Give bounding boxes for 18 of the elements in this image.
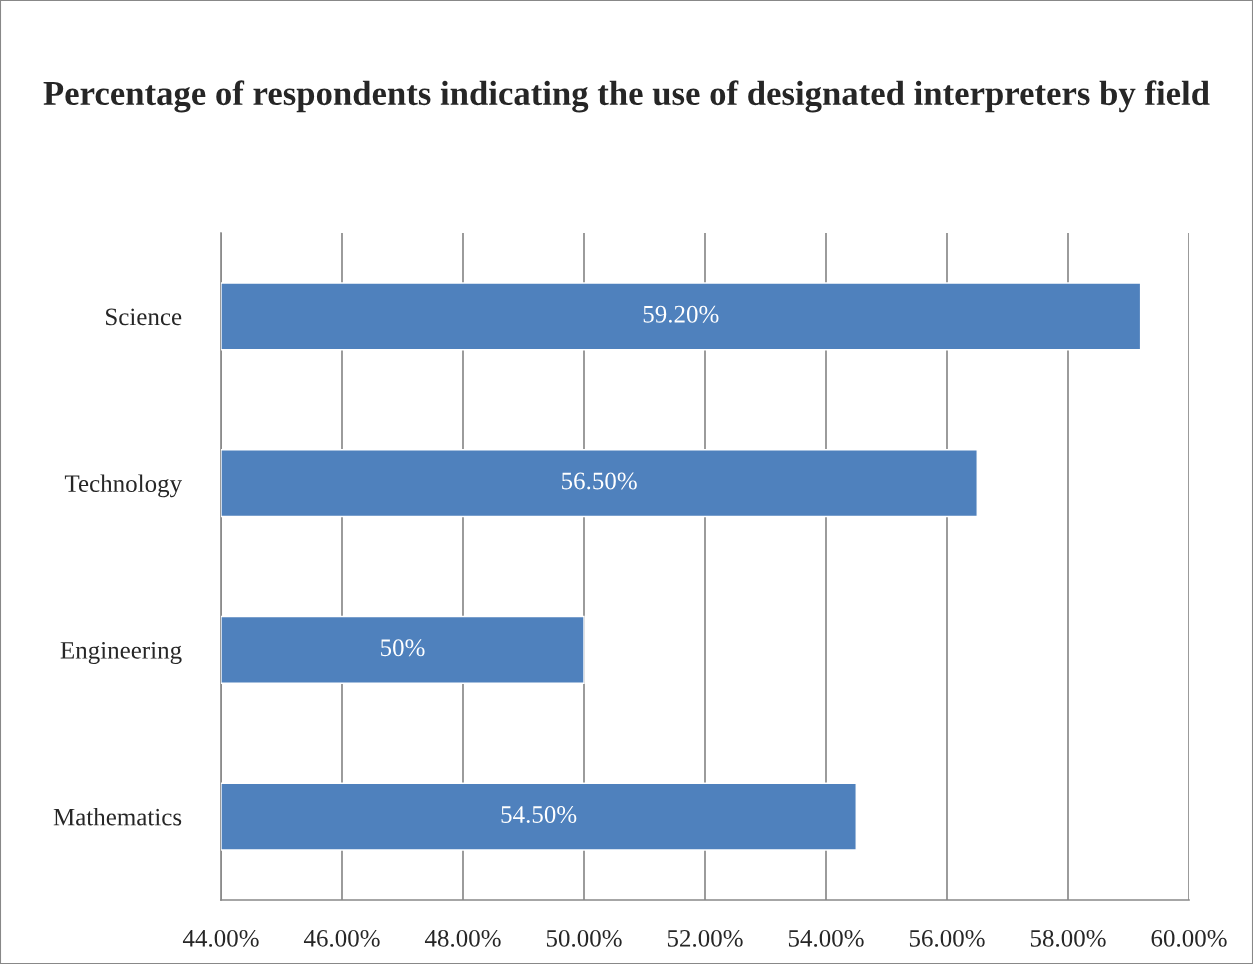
x-tick-label: 58.00% (1030, 929, 1106, 947)
y-tick-label: Science (106, 308, 182, 326)
x-tick-label: 46.00% (303, 929, 380, 947)
data-label: 56.50% (562, 472, 637, 490)
data-label: 50% (381, 639, 425, 657)
x-tick-label: 52.00% (667, 929, 743, 947)
x-tick-label: 44.00% (182, 929, 259, 947)
chart-title: Percentage of respondents indicating the use of designated interpreters by field (43, 80, 1210, 113)
data-label: 59.20% (643, 305, 719, 323)
x-tick-label: 60.00% (1151, 929, 1227, 947)
x-tick-label: 56.00% (909, 929, 985, 947)
data-label: 54.50% (501, 806, 577, 823)
y-tick-label: Engineering (60, 641, 182, 664)
x-tick-label: 54.00% (788, 929, 864, 947)
x-tick-label: 50.00% (546, 929, 622, 947)
x-tick-label: 48.00% (424, 929, 501, 947)
y-tick-label: Technology (64, 474, 183, 498)
y-tick-label: Mathematics (53, 807, 182, 826)
